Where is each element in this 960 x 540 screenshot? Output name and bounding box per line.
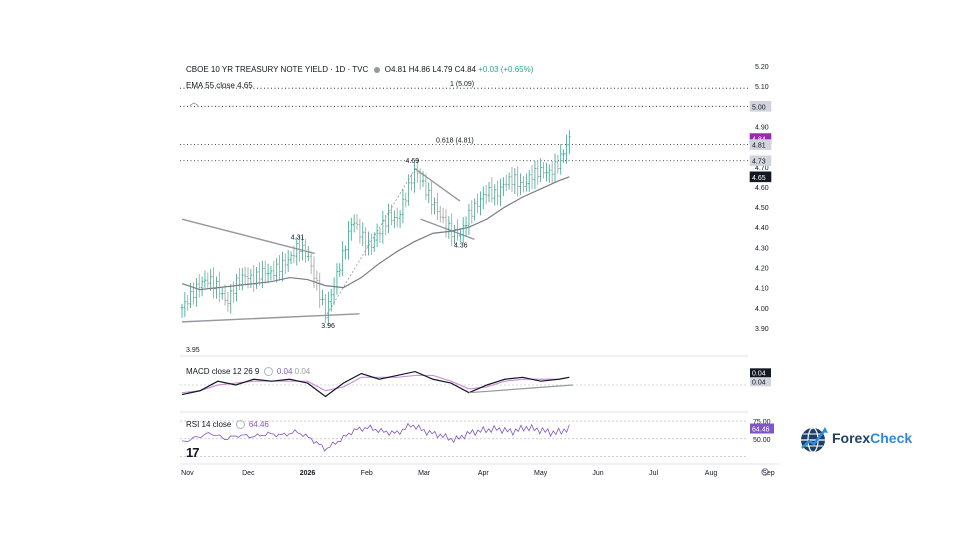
x-tick-label: Nov	[181, 470, 194, 477]
price-axis-label: 4.81	[752, 143, 766, 150]
macd-legend[interactable]: MACD close 12 26 9 0.04 0.04	[186, 367, 311, 377]
fib-level-label: 0.618 (4.81)	[436, 138, 474, 145]
settings-icon[interactable]	[761, 468, 769, 476]
price-annotation: 4.31	[291, 234, 305, 241]
brand-name-a: Forex	[832, 430, 871, 446]
price-annotation: 3.95	[186, 347, 200, 354]
x-tick-label: Apr	[478, 470, 490, 477]
trend-line	[181, 218, 315, 255]
ema-line	[181, 176, 570, 291]
x-tick-label: Dec	[242, 470, 255, 477]
price-axis-label-box	[749, 171, 772, 183]
price-axis-label: 4.73	[752, 159, 766, 166]
symbol-title: CBOE 10 YR TREASURY NOTE YIELD · 1D · TV…	[186, 65, 369, 74]
macd-signal-line	[181, 374, 570, 394]
rsi-axis-label-box	[750, 423, 774, 434]
x-tick-label: Mar	[418, 470, 431, 477]
symbol-legend: CBOE 10 YR TREASURY NOTE YIELD · 1D · TV…	[186, 65, 533, 74]
trend-line	[420, 218, 475, 240]
x-tick-label: 2026	[300, 470, 316, 477]
y-tick-label: 4.90	[755, 124, 769, 131]
y-tick-label: 5.20	[755, 64, 769, 71]
close-value: C4.84	[454, 65, 476, 74]
price-axis-label-box	[749, 101, 772, 112]
collapse-legend-icon[interactable]: ︿	[189, 97, 199, 107]
y-tick-label: 4.30	[755, 245, 769, 252]
open-value: O4.81	[384, 65, 407, 74]
price-axis-label-box	[749, 139, 772, 150]
y-tick-label: 4.50	[755, 205, 769, 212]
macd-value: 0.04	[276, 367, 293, 376]
signal-axis-label-box	[750, 377, 771, 387]
brand-name-b: Check	[870, 430, 913, 446]
rsi-y-tick-label: 50.00	[753, 437, 771, 444]
eye-icon[interactable]	[263, 367, 273, 377]
brand-name: ForexCheck	[832, 430, 912, 446]
y-tick-label: 5.10	[755, 84, 769, 91]
chart-svg[interactable]: 5.205.105.004.904.804.704.604.504.404.30…	[180, 56, 780, 482]
low-value: L4.79	[432, 65, 453, 74]
rsi-line	[181, 422, 570, 452]
rsi-value: 64.46	[248, 420, 269, 429]
fib-level-label: 1 (5.09)	[450, 81, 474, 88]
price-axis-label-box	[749, 155, 772, 167]
globe-chart-icon	[801, 427, 828, 453]
tradingview-logo: 17	[186, 445, 200, 460]
x-tick-label: Aug	[705, 470, 718, 477]
macd-label: MACD close 12 26 9	[186, 367, 260, 376]
rsi-legend[interactable]: RSI 14 close 64.46	[186, 420, 269, 430]
rsi-axis-label: 64.46	[752, 427, 770, 434]
macd-trend-line	[468, 384, 573, 394]
macd-line	[181, 370, 570, 398]
x-tick-label: Jun	[592, 470, 603, 477]
y-tick-label: 3.90	[755, 326, 769, 333]
y-tick-label: 4.70	[755, 165, 769, 172]
price-axis-label: 4.65	[752, 175, 766, 182]
y-tick-label: 4.20	[755, 265, 769, 272]
y-tick-label: 4.00	[755, 306, 769, 313]
change-value: +0.03 (+0.65%)	[478, 65, 534, 74]
price-annotation: 4.36	[454, 242, 468, 249]
ema-label: EMA 55 close	[186, 81, 235, 90]
price-annotation: 3.96	[321, 323, 335, 330]
price-axis-label: 5.00	[752, 104, 766, 111]
signal-value: 0.04	[294, 367, 311, 376]
ema-value: 4.65	[237, 81, 253, 90]
x-tick-label: Jul	[649, 470, 658, 477]
forexcheck-logo: ForexCheck	[798, 424, 928, 454]
y-tick-label: 4.40	[755, 225, 769, 232]
price-annotation: 4.69	[406, 158, 420, 165]
market-status-icon	[373, 66, 380, 73]
rsi-label: RSI 14 close	[186, 420, 232, 429]
high-value: H4.86	[408, 65, 431, 74]
trend-line	[414, 168, 461, 202]
y-tick-label: 4.60	[755, 185, 769, 192]
trend-line	[181, 313, 360, 323]
x-tick-label: Feb	[361, 470, 373, 477]
signal-axis-label: 0.04	[752, 379, 766, 386]
eye-icon[interactable]	[235, 420, 245, 430]
x-tick-label: May	[534, 470, 548, 477]
x-tick-label: Sep	[762, 470, 775, 477]
rsi-y-tick-label: 75.00	[753, 419, 771, 426]
ema-legend[interactable]: EMA 55 close 4.65	[186, 81, 253, 90]
macd-axis-label: 0.04	[752, 370, 766, 377]
y-tick-label: 4.10	[755, 286, 769, 293]
chart-panel: 5.205.105.004.904.804.704.604.504.404.30…	[180, 56, 780, 482]
macd-axis-label-box	[750, 368, 771, 378]
